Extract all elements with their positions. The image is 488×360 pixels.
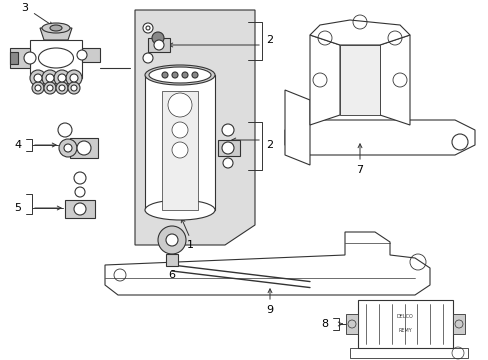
Bar [346,314,357,334]
Circle shape [47,85,53,91]
Circle shape [158,226,185,254]
Bar [148,38,170,52]
Bar [218,140,240,156]
Circle shape [162,72,168,78]
Text: 3: 3 [21,3,28,13]
Bar [357,300,452,348]
Circle shape [172,122,187,138]
Circle shape [77,50,87,60]
Circle shape [172,72,178,78]
Polygon shape [309,20,409,45]
Text: 7: 7 [356,165,363,175]
Bar [349,348,467,358]
Ellipse shape [50,25,62,31]
Circle shape [168,93,192,117]
Text: 2: 2 [266,140,273,150]
Circle shape [32,82,44,94]
Circle shape [74,203,86,215]
Circle shape [172,142,187,158]
Text: 2: 2 [266,35,273,45]
Circle shape [46,74,54,82]
Circle shape [35,85,41,91]
Circle shape [152,32,163,44]
Text: REMY: REMY [397,328,411,333]
Circle shape [77,141,91,155]
Circle shape [68,82,80,94]
Ellipse shape [32,43,80,73]
Circle shape [58,123,72,137]
Polygon shape [40,28,72,40]
Polygon shape [135,10,254,245]
Circle shape [78,176,82,180]
Text: 6: 6 [168,270,175,280]
Circle shape [30,70,46,86]
Bar [452,314,464,334]
Ellipse shape [42,23,70,33]
Bar [145,75,215,210]
Polygon shape [285,120,474,155]
Bar [70,138,98,158]
Circle shape [222,142,234,154]
Bar [165,254,178,266]
Polygon shape [285,90,309,165]
Circle shape [59,139,77,157]
Circle shape [54,70,70,86]
Text: 1: 1 [186,240,193,250]
Ellipse shape [149,67,210,83]
Bar [162,91,198,210]
Circle shape [62,127,68,133]
Circle shape [225,128,229,132]
Text: 8: 8 [321,319,328,329]
Circle shape [154,40,163,50]
Circle shape [182,72,187,78]
Circle shape [70,74,78,82]
Circle shape [24,52,36,64]
Circle shape [58,74,66,82]
Bar [30,40,82,78]
Ellipse shape [145,65,215,85]
Circle shape [192,72,198,78]
Circle shape [56,82,68,94]
Text: 4: 4 [15,140,21,150]
Circle shape [44,82,56,94]
Ellipse shape [39,48,73,68]
Circle shape [59,85,65,91]
Circle shape [142,53,153,63]
Text: 5: 5 [15,203,21,213]
Circle shape [222,124,234,136]
Polygon shape [339,45,379,115]
Polygon shape [105,232,429,295]
Circle shape [71,85,77,91]
Circle shape [75,187,85,197]
Circle shape [165,234,178,246]
Bar [65,200,95,218]
Circle shape [64,144,72,152]
Circle shape [223,158,232,168]
Bar [82,48,100,62]
Ellipse shape [145,200,215,220]
Text: DELCO: DELCO [396,314,412,319]
Text: 9: 9 [266,305,273,315]
Circle shape [42,70,58,86]
Circle shape [74,172,86,184]
Polygon shape [309,35,339,125]
Bar [10,48,30,68]
Circle shape [34,74,42,82]
Circle shape [66,70,82,86]
Polygon shape [379,35,409,125]
Circle shape [142,23,153,33]
Bar [10,52,18,64]
